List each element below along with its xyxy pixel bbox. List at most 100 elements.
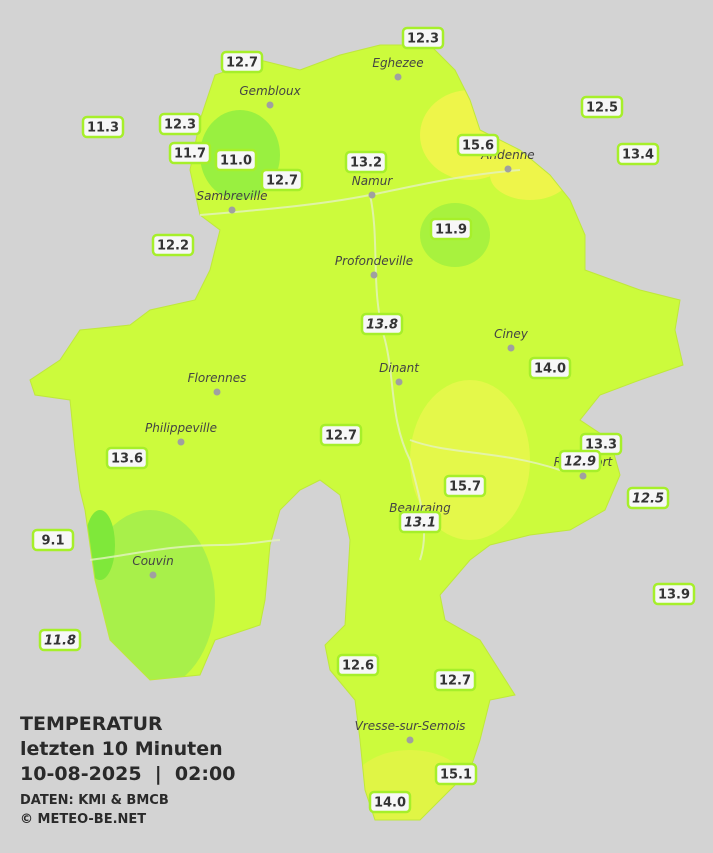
station-box (456, 133, 500, 157)
station: 13.4 (616, 142, 660, 166)
station-temp: 13.6 (111, 452, 143, 467)
station-box (433, 668, 477, 692)
legend-datetime: 10-08-2025 | 02:00 (20, 763, 235, 785)
station: 13.8 (360, 312, 404, 336)
station-box (31, 528, 75, 552)
station-temp: 11.0 (220, 154, 252, 169)
city-name: Eghezee (372, 56, 423, 70)
station-temp: 12.5 (586, 101, 618, 116)
station: 12.7 (260, 168, 304, 192)
station: 12.2 (151, 233, 195, 257)
station-temp: 12.9 (564, 455, 596, 470)
city-name: Namur (352, 174, 394, 188)
city-name: Profondeville (335, 254, 413, 268)
city-name: Philippeville (145, 421, 217, 435)
city-dot (406, 736, 414, 744)
station: 11.3 (81, 115, 125, 139)
station-box (434, 762, 478, 786)
station-box (368, 790, 412, 814)
station-box (401, 26, 445, 50)
station-temp: 13.8 (366, 318, 398, 333)
station: 12.7 (220, 50, 264, 74)
station: 12.6 (336, 653, 380, 677)
station-temp: 13.1 (404, 516, 436, 531)
station-temp: 13.2 (350, 156, 382, 171)
station: 14.0 (528, 356, 572, 380)
station: 13.6 (105, 446, 149, 470)
legend-copyright: © METEO-BE.NET (20, 812, 146, 827)
station: 11.0 (214, 148, 258, 172)
station-box (214, 148, 258, 172)
station: 11.9 (429, 217, 473, 241)
station: 12.3 (158, 112, 202, 136)
station-box (319, 423, 363, 447)
city-name: Dinant (379, 361, 420, 375)
station-temp: 13.4 (622, 148, 654, 163)
station-box (260, 168, 304, 192)
legend-source: DATEN: KMI & BMCB (20, 793, 169, 808)
city-dot (266, 101, 274, 109)
station-box (151, 233, 195, 257)
station-temp: 15.1 (440, 768, 472, 783)
city-dot (177, 438, 185, 446)
station-temp: 12.7 (325, 429, 357, 444)
station-temp: 15.6 (462, 139, 494, 154)
city-name: Ciney (494, 327, 529, 341)
station-temp: 12.3 (164, 118, 196, 133)
city-dot (370, 271, 378, 279)
city-name: Couvin (132, 554, 173, 568)
station-box (168, 141, 212, 165)
station: 15.1 (434, 762, 478, 786)
station-temp: 12.7 (266, 174, 298, 189)
city-name: Sambreville (196, 189, 267, 203)
station-box (398, 510, 442, 534)
station: 13.2 (344, 150, 388, 174)
station-temp: 13.3 (585, 438, 617, 453)
station-temp: 9.1 (41, 534, 64, 549)
station-box (105, 446, 149, 470)
city-name: Vresse-sur-Semois (355, 719, 466, 733)
station: 11.8 (38, 628, 82, 652)
station-temp: 12.5 (632, 492, 664, 507)
station: 14.0 (368, 790, 412, 814)
station-box (336, 653, 380, 677)
station: 12.3 (401, 26, 445, 50)
station-box (360, 312, 404, 336)
station: 13.9 (652, 582, 696, 606)
station-temp: 14.0 (534, 362, 566, 377)
station-box (580, 95, 624, 119)
station: 12.9 (558, 449, 602, 473)
station-temp: 11.7 (174, 147, 206, 162)
station-box (528, 356, 572, 380)
station: 12.5 (580, 95, 624, 119)
station-box (81, 115, 125, 139)
station-temp: 11.9 (435, 223, 467, 238)
city-dot (504, 165, 512, 173)
city-dot (213, 388, 221, 396)
stations: 12.3 12.7 12.5 11.3 12.3 11.7 11.0 15.6 13.2 13.4… (31, 26, 696, 814)
legend-title: TEMPERATUR (20, 713, 163, 735)
station-temp: 14.0 (374, 796, 406, 811)
legend-period: letzten 10 Minuten (20, 738, 223, 760)
station: 13.1 (398, 510, 442, 534)
station: 13.3 (579, 432, 623, 456)
station-temp: 12.7 (226, 56, 258, 71)
legend: TEMPERATUR letzten 10 Minuten 10-08-2025… (20, 713, 235, 827)
station: 9.1 (31, 528, 75, 552)
station-box (158, 112, 202, 136)
station-box (558, 449, 602, 473)
station-temp: 12.7 (439, 674, 471, 689)
station: 12.5 (626, 486, 670, 510)
station-box (429, 217, 473, 241)
station: 11.7 (168, 141, 212, 165)
station-box (616, 142, 660, 166)
station-box (626, 486, 670, 510)
station-temp: 11.3 (87, 121, 119, 136)
station-box (443, 474, 487, 498)
station: 12.7 (433, 668, 477, 692)
city-dot (507, 344, 515, 352)
station-box (38, 628, 82, 652)
city-dot (394, 73, 402, 81)
station-box (652, 582, 696, 606)
